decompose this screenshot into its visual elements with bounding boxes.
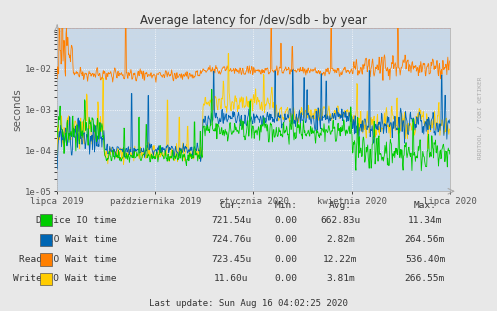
Text: 721.54u: 721.54u	[211, 216, 251, 225]
Text: Min:: Min:	[274, 201, 297, 210]
Text: 0.00: 0.00	[274, 216, 297, 225]
Text: 724.76u: 724.76u	[211, 235, 251, 244]
Text: 662.83u: 662.83u	[321, 216, 360, 225]
Text: Cur:: Cur:	[220, 201, 243, 210]
Text: 12.22m: 12.22m	[323, 255, 358, 264]
Text: Avg:: Avg:	[329, 201, 352, 210]
Text: 2.82m: 2.82m	[326, 235, 355, 244]
Text: 264.56m: 264.56m	[405, 235, 445, 244]
Text: Read IO Wait time: Read IO Wait time	[19, 255, 117, 264]
Y-axis label: seconds: seconds	[12, 88, 22, 131]
Text: 0.00: 0.00	[274, 275, 297, 283]
Text: IO Wait time: IO Wait time	[48, 235, 117, 244]
Text: 11.34m: 11.34m	[408, 216, 442, 225]
Text: RRDTOOL / TOBI OETIKER: RRDTOOL / TOBI OETIKER	[477, 77, 482, 160]
Text: 0.00: 0.00	[274, 255, 297, 264]
Text: 266.55m: 266.55m	[405, 275, 445, 283]
Text: 11.60u: 11.60u	[214, 275, 248, 283]
Text: 3.81m: 3.81m	[326, 275, 355, 283]
Text: Max:: Max:	[414, 201, 436, 210]
Text: Write IO Wait time: Write IO Wait time	[13, 275, 117, 283]
Text: 0.00: 0.00	[274, 235, 297, 244]
Text: 536.40m: 536.40m	[405, 255, 445, 264]
Text: Last update: Sun Aug 16 04:02:25 2020: Last update: Sun Aug 16 04:02:25 2020	[149, 299, 348, 308]
Text: Device IO time: Device IO time	[36, 216, 117, 225]
Text: 723.45u: 723.45u	[211, 255, 251, 264]
Title: Average latency for /dev/sdb - by year: Average latency for /dev/sdb - by year	[140, 14, 367, 27]
